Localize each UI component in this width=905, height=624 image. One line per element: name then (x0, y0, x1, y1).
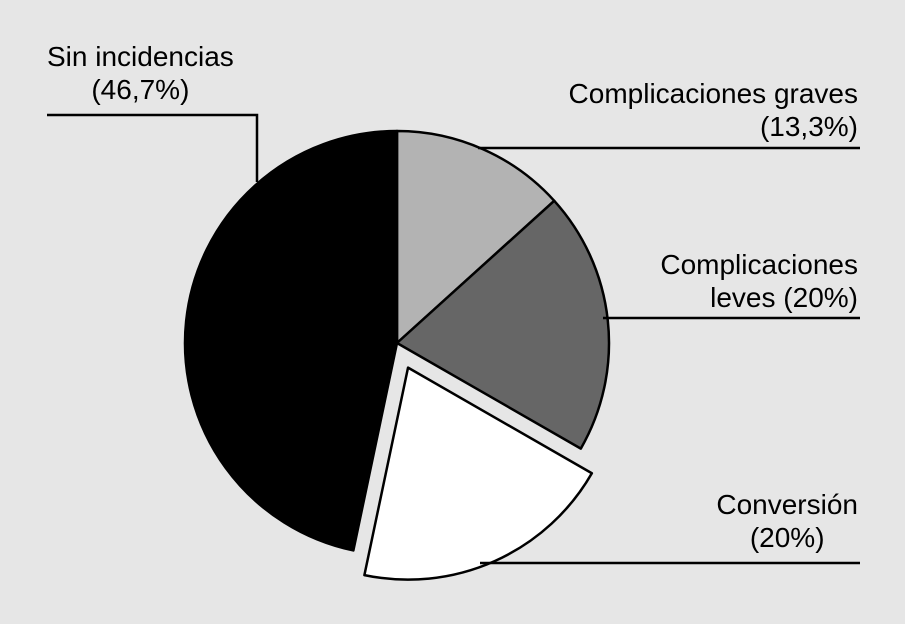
slice-label: Complicaciones graves (13,3%) (569, 77, 858, 143)
value-label: (13,3%) (759, 111, 858, 142)
slice-label: Complicaciones leves (20%) (618, 248, 858, 314)
category-label: Sin incidencias (47, 41, 234, 72)
category-label: Complicaciones graves (568, 78, 858, 109)
pie-slice (183, 129, 399, 552)
leader-lines (47, 113, 860, 565)
value-label: (46,7%) (91, 74, 190, 105)
pie-slice (363, 366, 594, 581)
pie-slice (395, 129, 556, 345)
pie-slice (395, 199, 611, 450)
category-label: Complicaciones leves (660, 249, 858, 313)
slice-label: Sin incidencias (46,7%) (47, 40, 234, 106)
slice-label: Conversión (20%) (716, 488, 858, 554)
value-label: (20%) (783, 282, 858, 313)
category-label: Conversión (716, 489, 858, 520)
value-label: (20%) (749, 522, 825, 553)
leader-line (47, 113, 259, 182)
